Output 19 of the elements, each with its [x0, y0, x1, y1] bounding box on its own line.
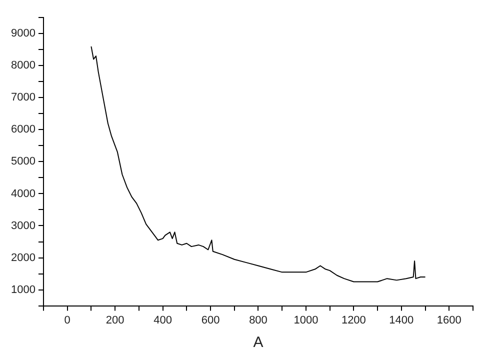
- y-tick-label: 4000: [10, 188, 36, 200]
- x-tick-label: 600: [201, 314, 220, 326]
- x-tick-label: 400: [154, 314, 172, 326]
- y-tick-label: 3000: [10, 220, 36, 232]
- x-tick-label: 1000: [294, 314, 318, 326]
- y-tick-label: 2000: [10, 252, 36, 264]
- y-tick-label: 9000: [10, 28, 36, 40]
- x-tick-label: 1200: [341, 314, 366, 326]
- y-tick-label: 5000: [10, 156, 36, 168]
- x-tick-label: 800: [249, 314, 268, 326]
- y-tick-label: 8000: [10, 60, 36, 72]
- y-tick-label: 7000: [10, 92, 36, 104]
- x-tick-label: 0: [64, 314, 70, 326]
- y-tick-label: 1000: [10, 284, 36, 296]
- x-axis-title: A: [253, 334, 264, 352]
- x-tick-label: 200: [106, 314, 124, 326]
- x-tick-label: 1600: [436, 314, 462, 326]
- y-tick-label: 6000: [10, 124, 36, 136]
- x-tick-label: 1400: [389, 314, 414, 326]
